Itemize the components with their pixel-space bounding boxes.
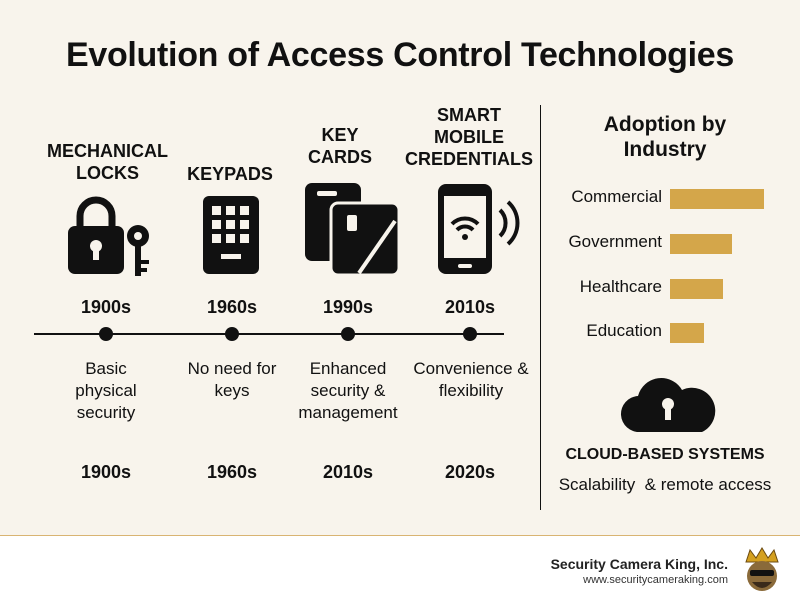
key-cards-icon [305,183,401,277]
website-link[interactable]: www.securitycameraking.com [583,574,728,586]
bar-label: Healthcare [579,277,662,296]
padlock-key-icon [68,196,149,276]
company-name: Security Camera King, Inc. [550,556,728,572]
desc-smart-mobile: Convenience & flexibility [413,359,529,400]
year-top-keypads: 1960s [206,297,258,317]
year-top-mechanical: 1900s [80,297,132,317]
year-top-smart-mobile: 2010s [444,297,496,317]
section-divider [540,105,541,510]
bar-row-education: Education [548,321,788,345]
timeline-dot [99,327,113,341]
adoption-title: Adoption by Industry [603,113,727,161]
bar-row-healthcare: Healthcare [548,277,788,301]
year-top-key-cards: 1990s [322,297,374,317]
tech-label-mechanical-locks: MECHANICAL LOCKS [47,141,168,183]
adoption-bar [670,279,723,299]
year-bottom-smart-mobile: 2020s [444,462,496,482]
keypad-icon [203,196,259,274]
timeline-line [34,333,504,335]
cloud-lock-icon [620,378,716,433]
desc-key-cards: Enhanced security & management [298,359,398,422]
bar-label: Commercial [571,187,662,206]
adoption-bar [670,323,704,343]
year-bottom-keypads: 1960s [206,462,258,482]
page-title: Evolution of Access Control Technologies [65,36,735,74]
bar-label: Government [568,232,662,251]
bar-label: Education [586,321,662,340]
bar-row-government: Government [548,232,788,256]
smartphone-wireless-icon [438,184,520,274]
desc-mechanical: Basic physical security [75,359,137,422]
year-bottom-mechanical: 1900s [80,462,132,482]
footer: Security Camera King, Inc. www.securityc… [0,535,800,601]
year-bottom-key-cards: 2010s [322,462,374,482]
adoption-bar [670,234,732,254]
bar-row-commercial: Commercial [548,187,788,211]
tech-label-keypads: KEYPADS [187,164,273,184]
tech-label-key-cards: KEY CARDS [307,125,372,167]
cloud-description: Scalability & remote access [558,475,772,494]
tech-label-smart-mobile: SMART MOBILE CREDENTIALS [404,105,533,169]
timeline-dot [463,327,477,341]
cloud-title: CLOUD-BASED SYSTEMS [565,446,765,463]
king-mascot-logo [745,547,779,591]
adoption-bar [670,189,764,209]
desc-keypads: No need for keys [187,359,277,400]
timeline-dot [225,327,239,341]
timeline-dot [341,327,355,341]
